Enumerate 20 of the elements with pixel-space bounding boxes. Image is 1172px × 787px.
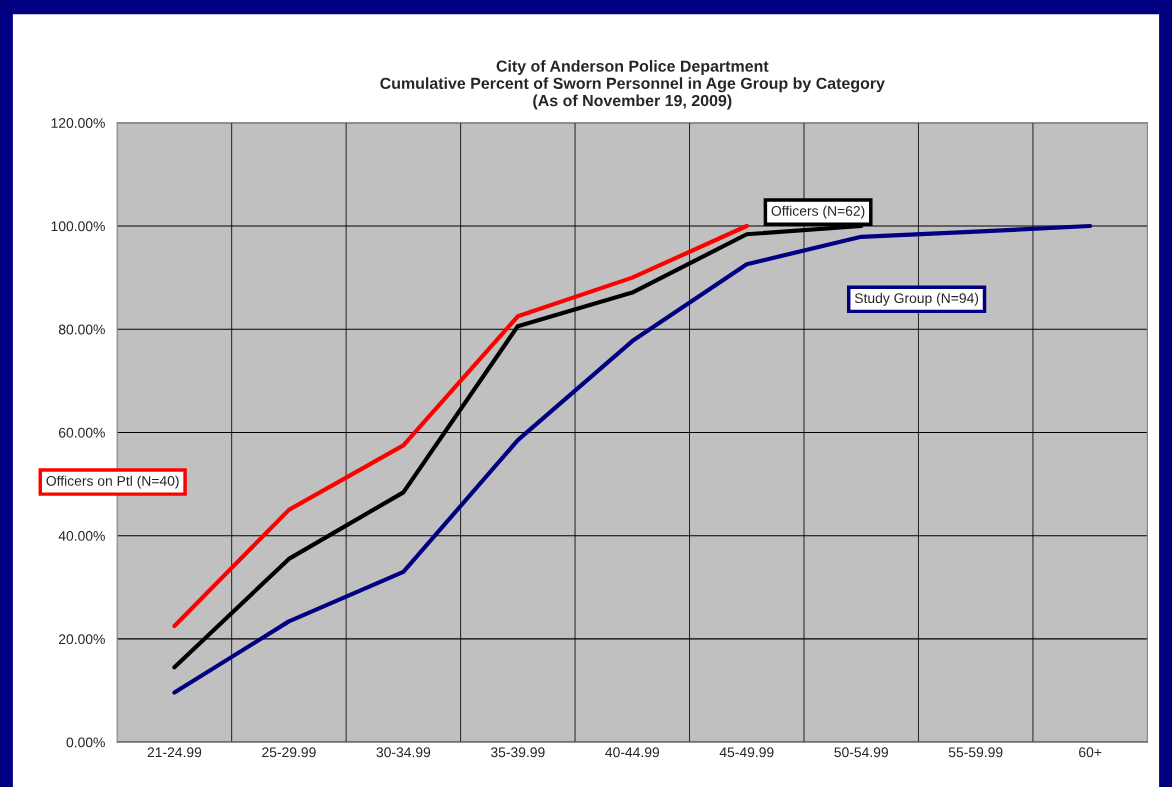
- y-tick-label: 60.00%: [59, 427, 105, 438]
- y-tick-label: 120.00%: [51, 118, 105, 128]
- y-tick-label: 20.00%: [58, 634, 105, 645]
- y-tick-label: 0.00%: [66, 737, 105, 748]
- x-tick-label: 55-59.99: [948, 747, 1003, 758]
- x-tick-label: 25-29.99: [262, 747, 316, 758]
- y-tick-label: 100.00%: [51, 221, 105, 232]
- x-tick-label: 30-34.99: [376, 747, 431, 758]
- x-tick-label: 50-54.99: [834, 747, 888, 758]
- text: Study Group (N=94): [854, 292, 979, 306]
- x-tick-label: 21-24.99: [147, 747, 202, 758]
- y-tick-label: 80.00%: [58, 324, 105, 335]
- x-tick-label: 45-49.99: [719, 747, 774, 758]
- x-tick-label: 35-39.99: [490, 747, 545, 758]
- chart-title: City of Anderson Police Department Cumulative Percent of Sworn Personnel in Age Group by Category (As of November 19, 2009): [380, 60, 885, 110]
- x-tick-label: 40-44.99: [605, 747, 660, 758]
- text: Officers on Ptl (N=40): [46, 475, 179, 489]
- series-label: Officers (N=62): [771, 205, 865, 219]
- x-tick-label: 60+: [1079, 747, 1102, 758]
- y-tick-label: 40.00%: [58, 531, 105, 541]
